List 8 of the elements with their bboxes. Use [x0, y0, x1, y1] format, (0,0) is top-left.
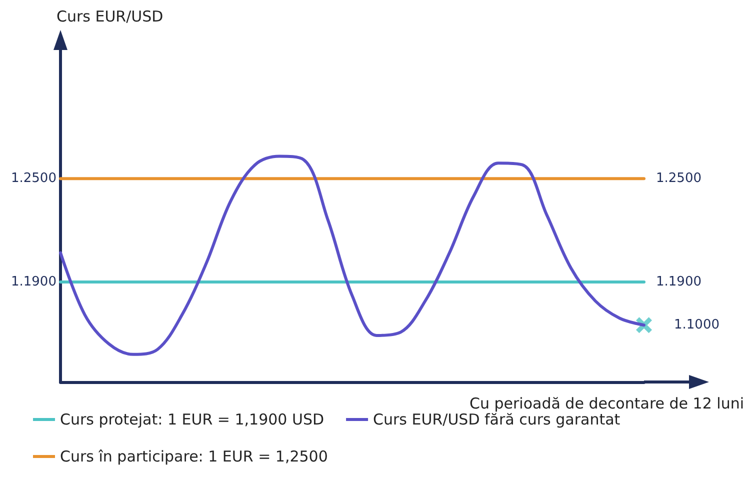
legend-label: Curs protejat: 1 EUR = 1,1900 USD: [60, 410, 324, 428]
data-label: 1.2500: [656, 171, 702, 186]
legend-label: Curs EUR/USD fără curs garantat: [373, 410, 620, 428]
legend-label: Curs în participare: 1 EUR = 1,2500: [60, 448, 328, 466]
text: 1.1000: [674, 318, 720, 333]
x-axis-title: Cu perioadă de decontare de 12 luni: [469, 394, 744, 412]
y-axis-title: Curs EUR/USD: [56, 8, 164, 26]
data-label: 1.1900: [656, 274, 702, 290]
